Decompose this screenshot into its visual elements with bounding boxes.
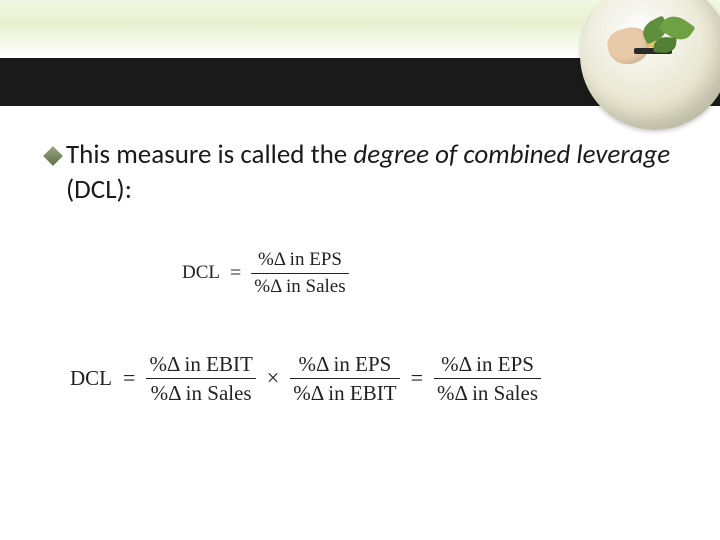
- fraction-bar: [290, 378, 399, 379]
- formula1-denominator: %Δ in Sales: [251, 276, 348, 298]
- bullet-italic: degree of combined leverage: [353, 138, 670, 171]
- formula2-term1: %Δ in EBIT %Δ in Sales: [146, 352, 255, 405]
- fraction-bar: [434, 378, 541, 379]
- formula-dcl-simple: DCL = %Δ in EPS %Δ in Sales: [182, 249, 676, 298]
- formula2-term2-den: %Δ in EBIT: [290, 381, 399, 405]
- formula2-result: %Δ in EPS %Δ in Sales: [434, 352, 541, 405]
- formula1-lhs: DCL: [182, 262, 220, 284]
- formula2-term1-den: %Δ in Sales: [148, 381, 255, 405]
- diamond-bullet-icon: [44, 147, 62, 165]
- bullet-item: This measure is called the degree of com…: [44, 138, 676, 207]
- bullet-prefix: This measure is called the: [66, 138, 353, 171]
- formula2-lhs: DCL: [70, 366, 112, 391]
- bullet-suffix: (DCL):: [66, 173, 132, 206]
- formula-dcl-expanded: DCL = %Δ in EBIT %Δ in Sales × %Δ in EPS…: [70, 352, 676, 405]
- formula2-term2-num: %Δ in EPS: [295, 352, 394, 376]
- times-sign: ×: [267, 365, 279, 391]
- decorative-piggybank-image: [610, 0, 720, 100]
- equals-sign: =: [123, 365, 135, 391]
- formula2-result-num: %Δ in EPS: [438, 352, 537, 376]
- equals-sign: =: [411, 365, 423, 391]
- formula2-result-den: %Δ in Sales: [434, 381, 541, 405]
- slide-content: This measure is called the degree of com…: [0, 138, 720, 405]
- equals-sign: =: [230, 262, 241, 285]
- formula2-term1-num: %Δ in EBIT: [146, 352, 255, 376]
- fraction-bar: [146, 378, 255, 379]
- formula1-fraction: %Δ in EPS %Δ in Sales: [251, 249, 348, 298]
- fraction-bar: [251, 273, 348, 274]
- formula1-numerator: %Δ in EPS: [255, 249, 345, 271]
- formula2-term2: %Δ in EPS %Δ in EBIT: [290, 352, 399, 405]
- bullet-text: This measure is called the degree of com…: [66, 138, 676, 207]
